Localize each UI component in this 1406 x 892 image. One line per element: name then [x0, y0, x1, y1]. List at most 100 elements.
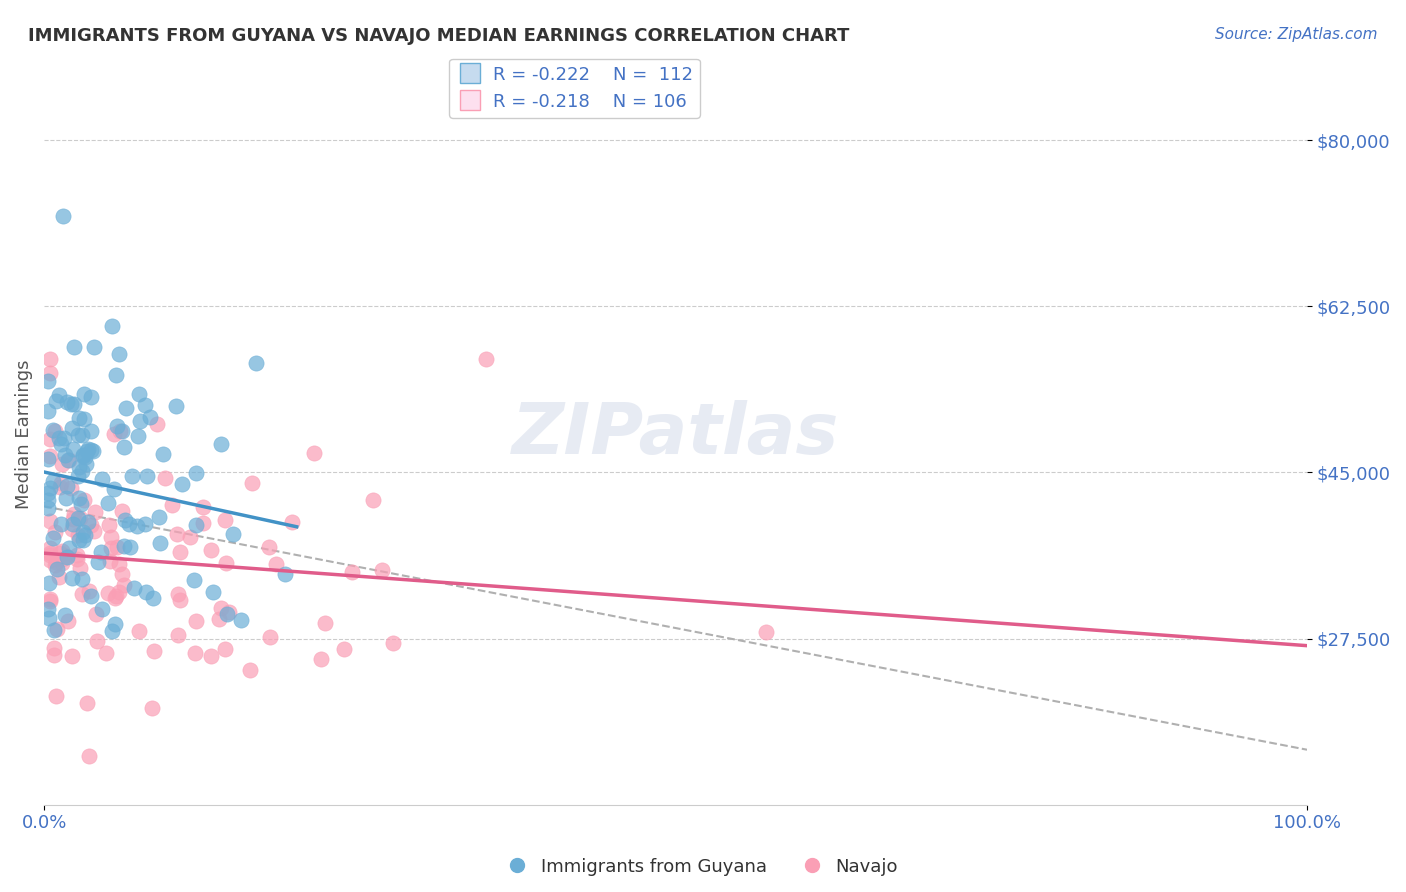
Point [84, 505, 107, 519]
Point [475, 351, 498, 366]
Point [141, 700, 163, 714]
Point [105, 418, 128, 433]
Point [83, 524, 105, 538]
Point [48, 570, 70, 584]
Point [118, 517, 141, 532]
Point [121, 468, 143, 483]
Point [52, 432, 75, 446]
Point [38, 611, 60, 625]
Point [179, 530, 201, 544]
Point [80, 589, 103, 603]
Point [184, 614, 207, 628]
Point [214, 641, 236, 656]
Point [80, 390, 103, 404]
Point [302, 446, 325, 460]
Point [104, 368, 127, 382]
Point [56, 614, 79, 628]
Point [80, 518, 103, 533]
Point [97, 586, 120, 600]
Point [215, 556, 238, 570]
Point [112, 578, 135, 592]
Point [104, 589, 127, 603]
Point [45, 555, 67, 569]
Point [146, 417, 169, 431]
Point [51, 543, 73, 558]
Point [108, 585, 131, 599]
Point [49, 546, 72, 560]
Point [44, 558, 66, 572]
Point [97, 496, 120, 510]
Point [63, 508, 86, 522]
Point [65, 548, 87, 562]
Point [77, 442, 100, 457]
Point [77, 584, 100, 599]
Point [73, 528, 96, 542]
Point [193, 500, 215, 514]
Point [39, 592, 62, 607]
Point [266, 558, 288, 572]
Point [134, 516, 156, 531]
Point [37, 493, 59, 508]
Text: ZIPatlas: ZIPatlas [512, 400, 839, 469]
Point [274, 567, 297, 582]
Point [60, 421, 83, 435]
Point [60, 571, 83, 585]
Point [66, 469, 89, 483]
Point [83, 340, 105, 354]
Point [66, 528, 89, 542]
Point [111, 566, 134, 581]
Point [66, 511, 89, 525]
Text: IMMIGRANTS FROM GUYANA VS NAVAJO MEDIAN EARNINGS CORRELATION CHART: IMMIGRANTS FROM GUYANA VS NAVAJO MEDIAN … [28, 27, 849, 45]
Point [183, 573, 205, 587]
Point [51, 458, 73, 472]
Point [128, 387, 150, 401]
Point [39, 449, 62, 463]
Point [209, 601, 232, 615]
Point [53, 448, 76, 462]
Point [103, 482, 125, 496]
Point [42, 641, 65, 656]
Point [91, 602, 114, 616]
Point [184, 466, 207, 480]
Text: Source: ZipAtlas.com: Source: ZipAtlas.com [1215, 27, 1378, 42]
Point [200, 648, 222, 663]
Point [98, 554, 121, 568]
Point [45, 562, 67, 576]
Point [148, 510, 170, 524]
Point [112, 440, 135, 454]
Point [332, 642, 354, 657]
Point [149, 536, 172, 550]
Point [60, 522, 83, 536]
Point [55, 491, 77, 505]
Point [309, 652, 332, 666]
Point [115, 401, 138, 415]
Point [142, 591, 165, 606]
Point [55, 549, 77, 564]
Point [67, 533, 90, 548]
Point [63, 340, 86, 354]
Point [218, 605, 240, 619]
Point [56, 394, 79, 409]
Point [37, 485, 59, 500]
Point [143, 643, 166, 657]
Point [155, 471, 177, 485]
Point [209, 436, 232, 450]
Point [100, 541, 122, 555]
Point [112, 539, 135, 553]
Point [84, 607, 107, 622]
Point [90, 544, 112, 558]
Point [139, 410, 162, 425]
Point [70, 465, 93, 479]
Point [111, 424, 134, 438]
Point [42, 474, 65, 488]
Y-axis label: Median Earnings: Median Earnings [15, 359, 32, 509]
Point [136, 469, 159, 483]
Point [76, 516, 98, 530]
Point [37, 500, 59, 515]
Point [75, 450, 97, 464]
Point [39, 546, 62, 560]
Point [58, 453, 80, 467]
Point [202, 584, 225, 599]
Point [72, 449, 94, 463]
Point [152, 447, 174, 461]
